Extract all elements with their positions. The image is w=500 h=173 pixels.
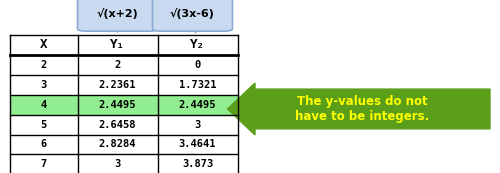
- Text: 2: 2: [40, 60, 47, 70]
- Text: 1.7321: 1.7321: [179, 80, 216, 90]
- Text: 3.873: 3.873: [182, 159, 213, 169]
- FancyBboxPatch shape: [10, 95, 237, 115]
- Text: 2.6458: 2.6458: [99, 120, 136, 130]
- Text: X: X: [40, 38, 48, 52]
- Text: The y-values do not
have to be integers.: The y-values do not have to be integers.: [296, 95, 430, 123]
- Text: 4: 4: [40, 100, 47, 110]
- Text: 2.4495: 2.4495: [99, 100, 136, 110]
- FancyBboxPatch shape: [78, 0, 158, 31]
- Text: 3: 3: [40, 80, 47, 90]
- Text: 2: 2: [114, 60, 120, 70]
- Text: 2.2361: 2.2361: [99, 80, 136, 90]
- Text: 3.4641: 3.4641: [179, 139, 216, 149]
- Text: Y₁: Y₁: [110, 38, 125, 52]
- Text: 0: 0: [194, 60, 200, 70]
- FancyBboxPatch shape: [152, 0, 232, 31]
- Text: 5: 5: [40, 120, 47, 130]
- FancyArrow shape: [228, 83, 490, 135]
- Text: 2.4495: 2.4495: [179, 100, 216, 110]
- Text: √(x+2): √(x+2): [96, 8, 138, 19]
- Text: 3: 3: [194, 120, 200, 130]
- Text: Y₂: Y₂: [190, 38, 205, 52]
- Text: √(3x-6): √(3x-6): [170, 8, 215, 19]
- Text: 3: 3: [114, 159, 120, 169]
- Text: 6: 6: [40, 139, 47, 149]
- Text: 7: 7: [40, 159, 47, 169]
- Text: 2.8284: 2.8284: [99, 139, 136, 149]
